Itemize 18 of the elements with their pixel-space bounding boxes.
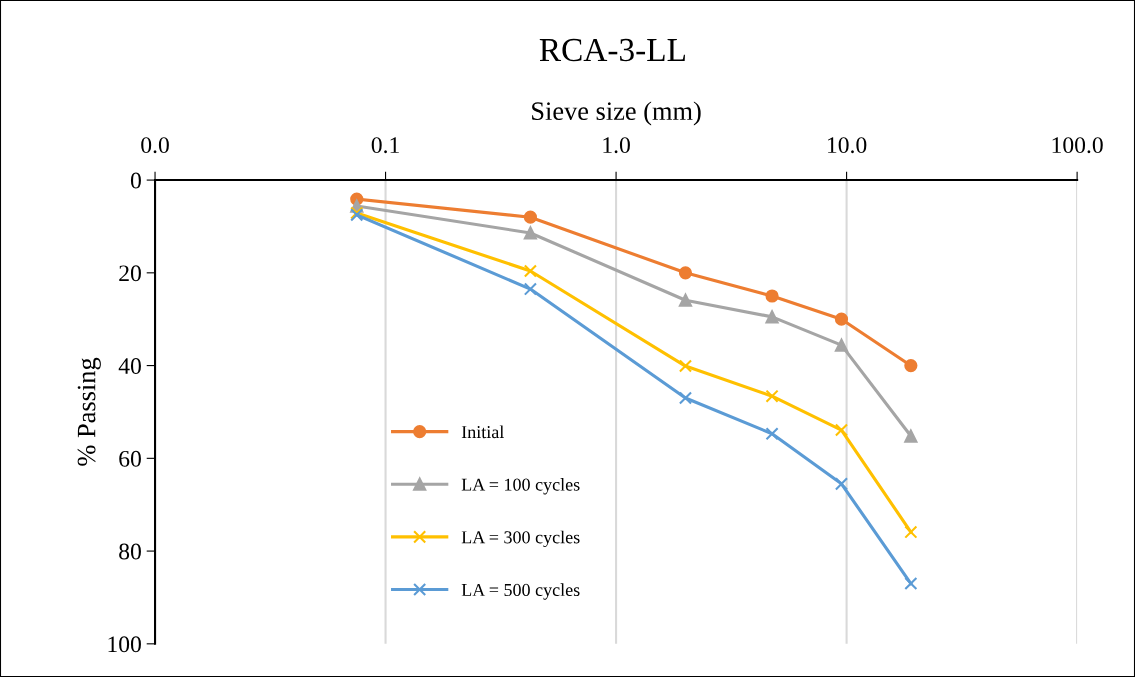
y-tick-label: 40 [118, 358, 141, 374]
legend-label: Initial [461, 425, 504, 439]
x-axis-title: Sieve size (mm) [532, 101, 701, 126]
x-tick-label: 0.1 [371, 137, 399, 154]
chart-title: RCA-3-LL [539, 38, 685, 62]
y-tick-label: 100 [108, 636, 141, 653]
y-tick-label: 0 [130, 172, 141, 189]
x-tick-label: 100.0 [1052, 137, 1103, 154]
legend-label: LA = 500 cycles [461, 583, 580, 600]
x-tick-label: 10.0 [828, 137, 867, 154]
y-tick-label: 60 [119, 450, 141, 467]
x-tick-label: 1.0 [603, 137, 630, 154]
y-axis-title: % Passing [77, 357, 101, 466]
x-tick-label: 0.0 [141, 137, 169, 154]
y-tick-label: 20 [119, 265, 141, 282]
legend-label: LA = 300 cycles [461, 530, 580, 548]
legend-label: LA = 100 cycles [461, 478, 580, 495]
y-tick-label: 80 [119, 543, 141, 560]
